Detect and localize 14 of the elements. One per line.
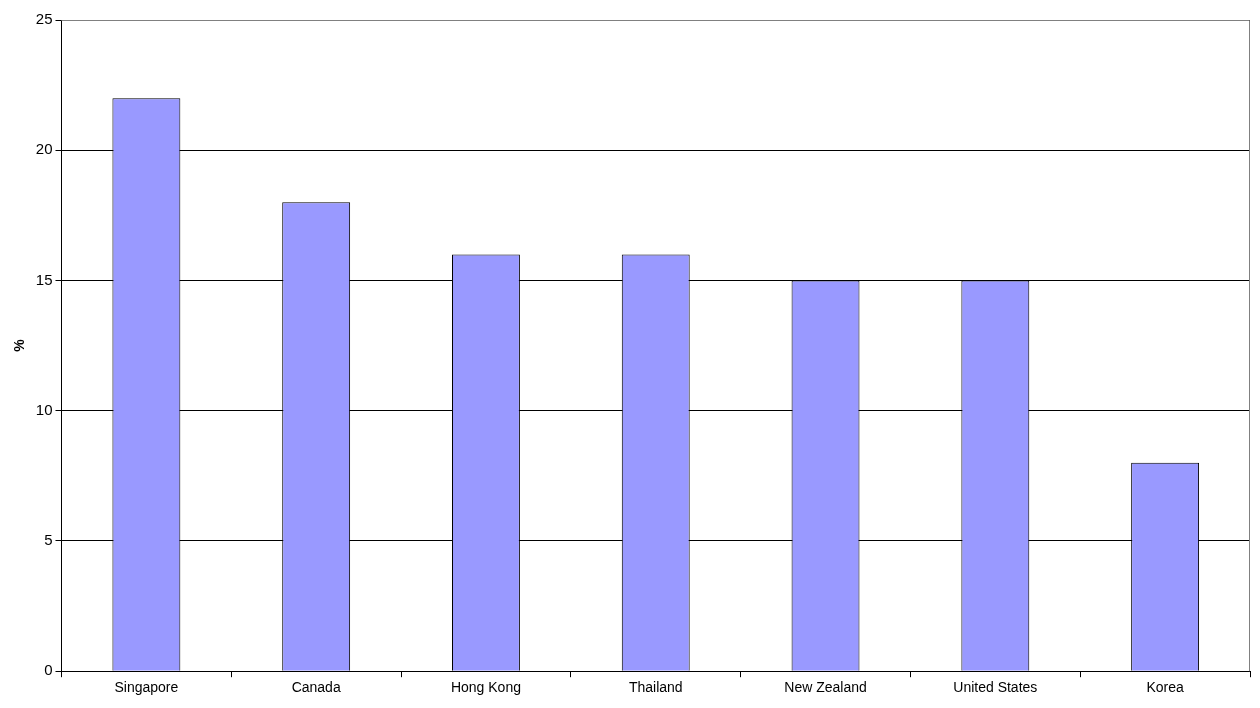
- y-tick-label: 20: [35, 140, 53, 158]
- x-tick-label: United States: [953, 679, 1038, 696]
- x-tick-label: New Zealand: [784, 679, 867, 696]
- y-tick-label: 5: [44, 531, 53, 549]
- y-axis-title: %: [11, 338, 28, 352]
- y-tick-label: 25: [35, 10, 53, 28]
- x-tick-label: Singapore: [114, 679, 179, 696]
- y-tick-label: 15: [35, 270, 53, 288]
- x-tick-label: Korea: [1146, 679, 1184, 696]
- y-tick-label: 10: [35, 400, 53, 418]
- x-tick-label: Hong Kong: [450, 679, 521, 696]
- y-tick-label: 0: [44, 661, 53, 679]
- x-tick-label: Thailand: [628, 679, 683, 696]
- x-tick-label: Canada: [291, 679, 341, 696]
